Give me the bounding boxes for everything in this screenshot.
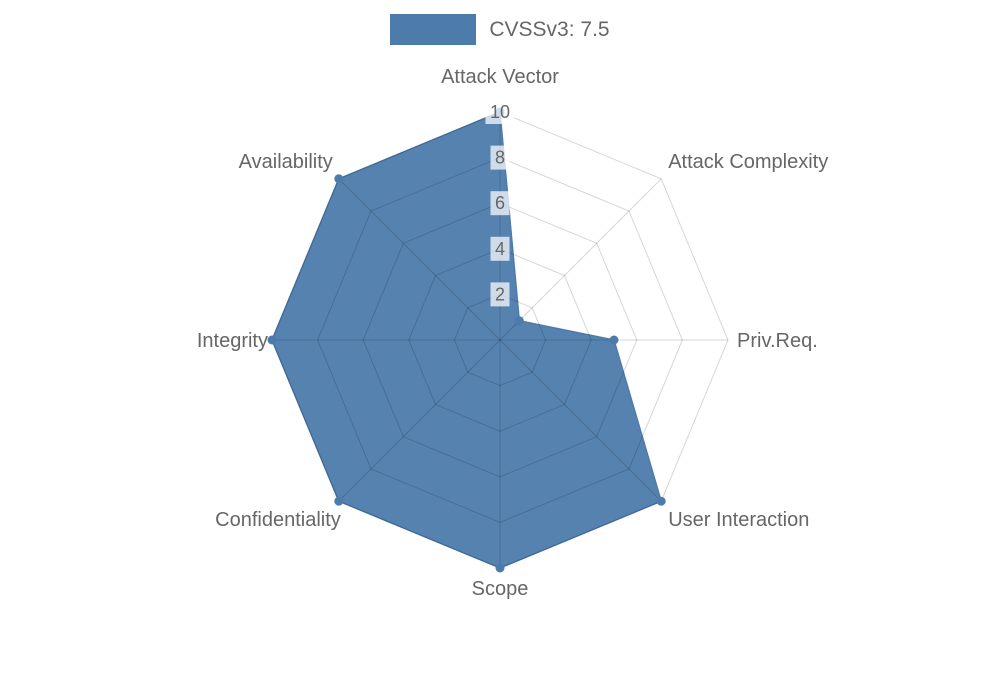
axis-line	[499, 178, 662, 341]
tick-label: 2	[495, 284, 505, 304]
grid-ring	[408, 248, 592, 432]
tick-backdrop	[485, 100, 515, 124]
tick-backdrop	[490, 191, 510, 216]
axis-label-confidentiality: Confidentiality	[215, 509, 341, 531]
grid-ring	[362, 202, 638, 478]
grid-ring	[453, 293, 547, 387]
tick-label: 6	[495, 193, 505, 213]
tick-backdrop	[490, 282, 510, 307]
legend-label: CVSSv3: 7.5	[489, 17, 610, 41]
axis-label-priv-req: Priv.Req.	[737, 330, 818, 352]
data-point	[334, 496, 344, 506]
tick-label: 8	[495, 148, 505, 168]
tick-backdrop	[490, 145, 510, 170]
axis-label-user-interaction: User Interaction	[668, 509, 809, 531]
legend-swatch	[390, 14, 477, 45]
axis-line	[338, 178, 501, 341]
axis-label-integrity: Integrity	[197, 330, 268, 352]
axis-line	[499, 339, 662, 502]
data-point	[334, 174, 344, 184]
data-point	[495, 563, 505, 573]
data-point	[267, 335, 277, 345]
data-point	[609, 335, 619, 345]
axis-line	[338, 339, 501, 502]
legend: CVSSv3: 7.5	[0, 14, 1000, 45]
grid-ring	[317, 157, 683, 523]
tick-backdrop	[490, 236, 510, 261]
axis-label-attack-vector: Attack Vector	[441, 66, 559, 88]
tick-label: 4	[495, 239, 505, 259]
legend-item[interactable]: CVSSv3: 7.5	[390, 14, 610, 45]
axis-label-availability: Availability	[239, 151, 333, 173]
tick-label: 10	[490, 102, 510, 122]
axis-label-attack-complexity: Attack Complexity	[668, 151, 828, 173]
data-point	[514, 316, 524, 326]
axis-label-scope: Scope	[472, 578, 529, 600]
data-point	[656, 496, 666, 506]
